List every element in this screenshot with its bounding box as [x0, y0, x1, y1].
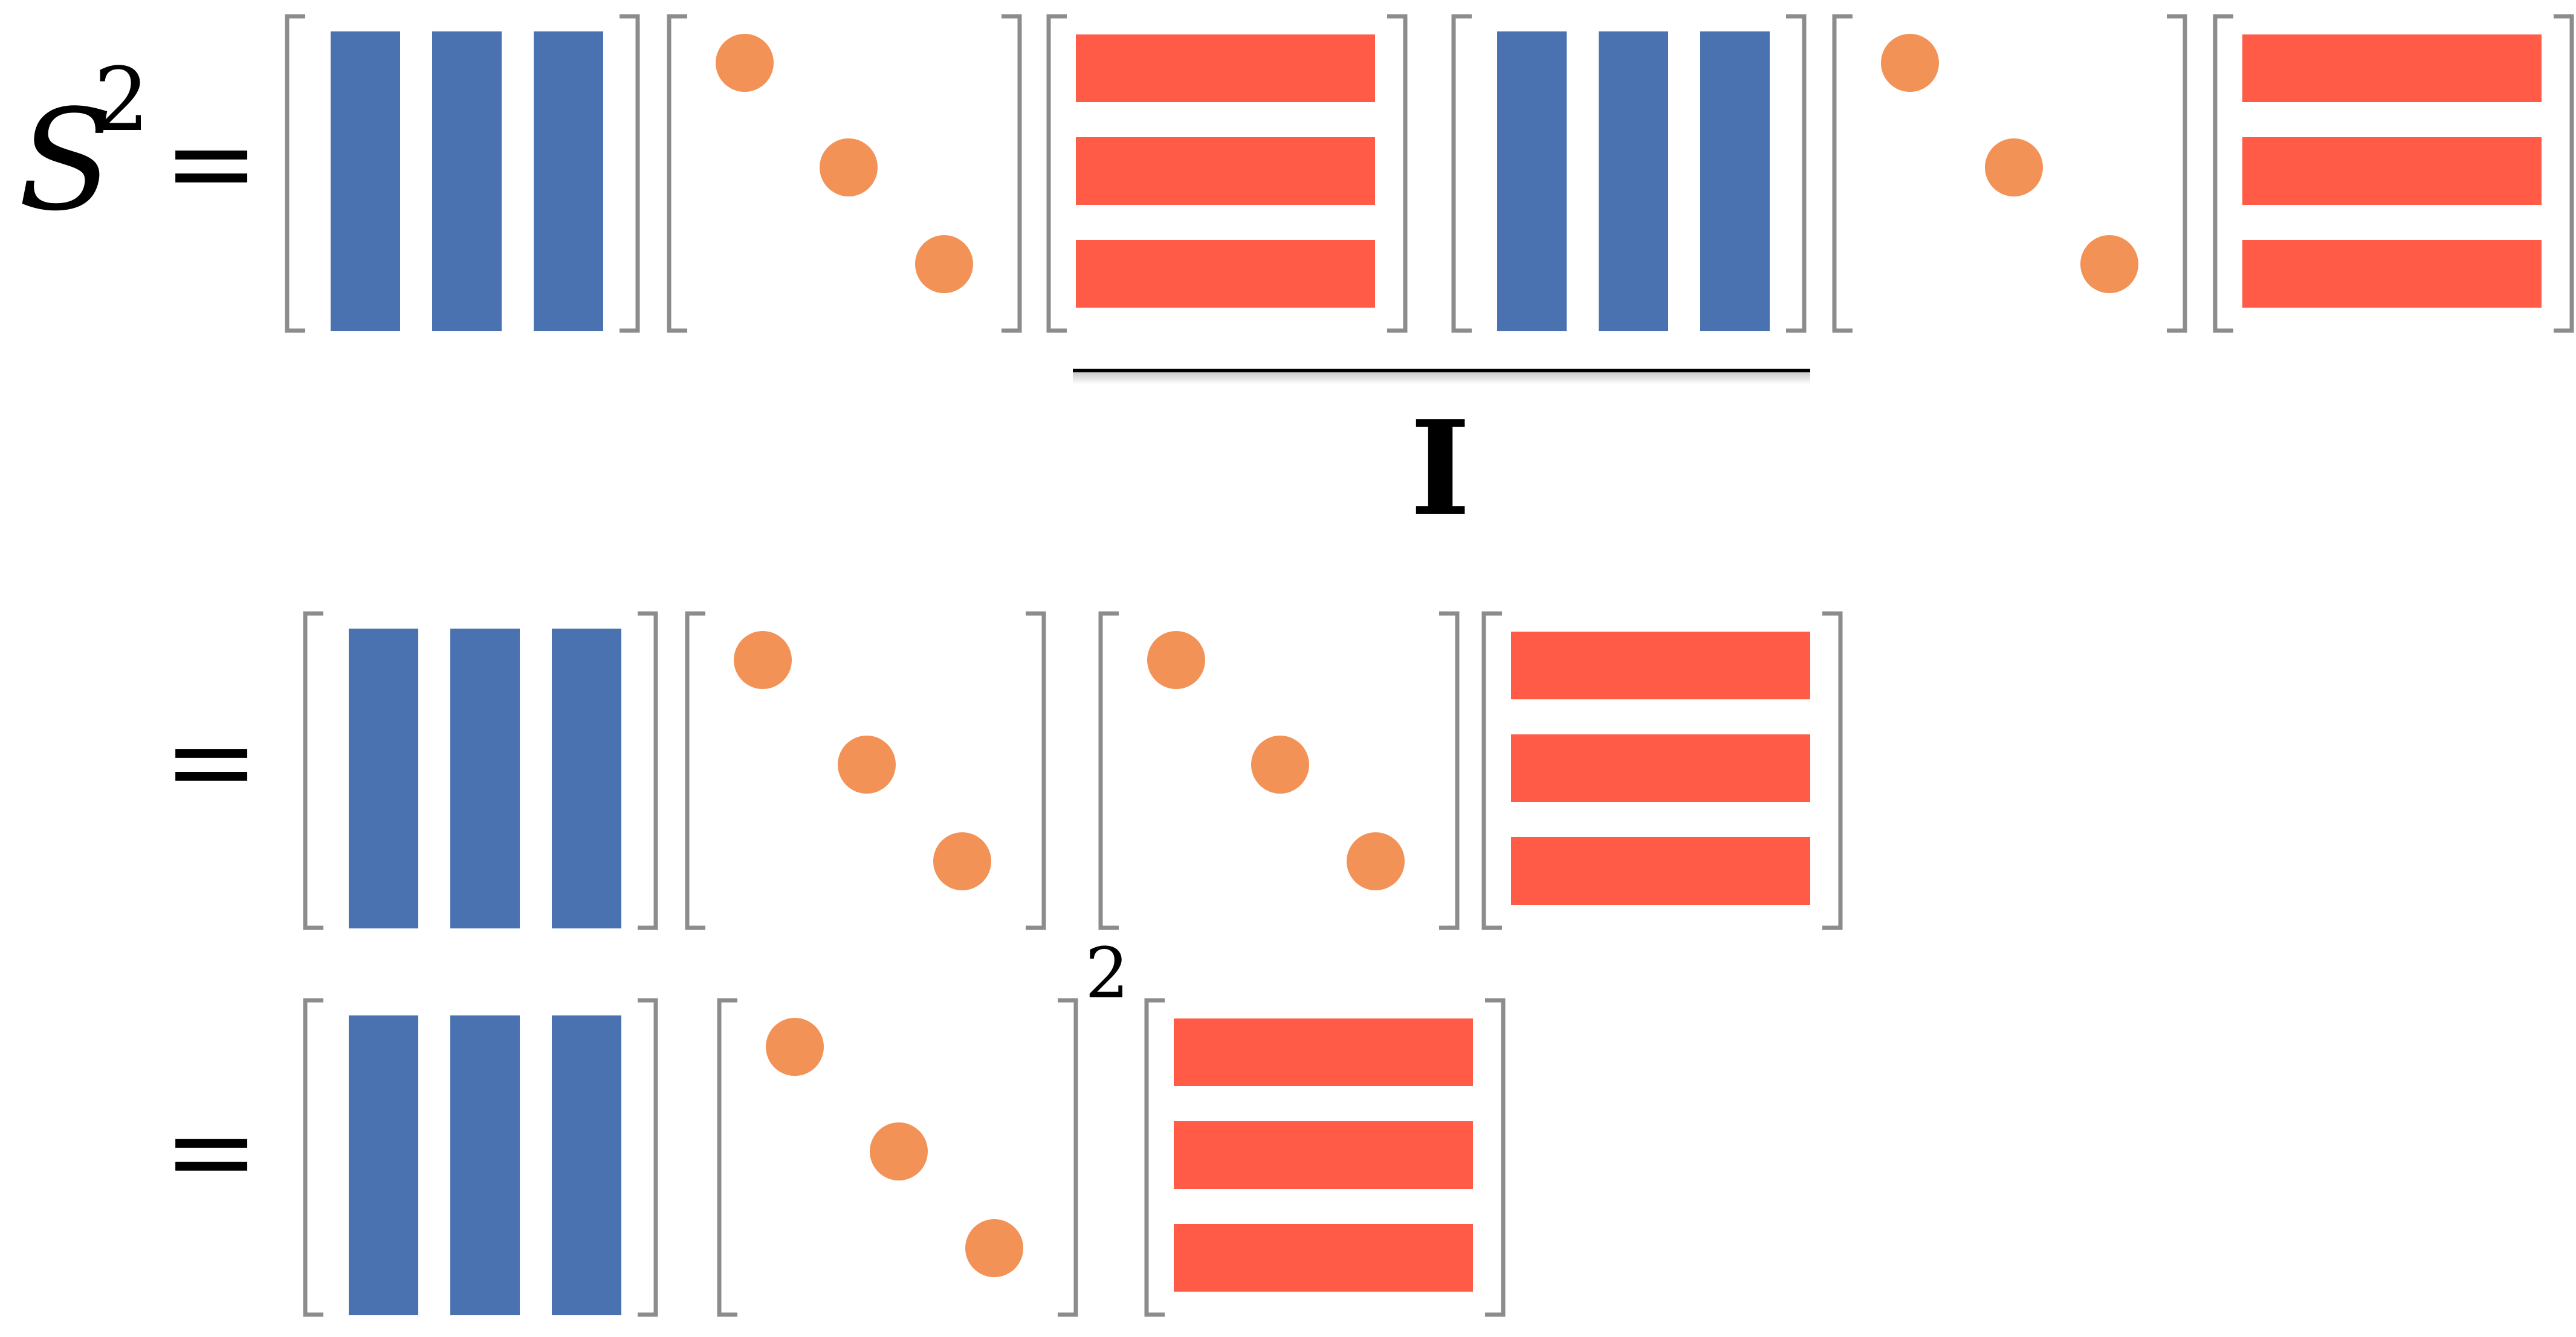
identity-group-underline	[1073, 369, 1810, 384]
d-matrix-diagonal-dot	[965, 1219, 1023, 1277]
u-matrix-column-bar	[1599, 31, 1668, 331]
v-matrix-left-bracket	[1481, 611, 1502, 930]
d-matrix-diagonal	[1098, 611, 1460, 930]
d-matrix-diagonal-dot	[734, 631, 792, 689]
u-matrix-left-bracket	[1451, 14, 1472, 333]
d-matrix-right-bracket	[1026, 611, 1046, 930]
u-matrix-column-bar	[1700, 31, 1770, 331]
d-matrix-diagonal	[717, 998, 1078, 1317]
power-exponent: 2	[1085, 933, 1129, 1014]
d-matrix-diagonal-dot	[915, 235, 973, 293]
d-matrix-left-bracket	[1832, 14, 1853, 333]
v-matrix-left-bracket	[2213, 14, 2233, 333]
v-matrix-row-vectors	[1144, 998, 1506, 1317]
d-matrix-diagonal-dot	[838, 736, 896, 794]
u-matrix-column-bar	[552, 1015, 621, 1315]
d-matrix-diagonal-dot	[870, 1122, 928, 1180]
u-matrix-column-vectors	[285, 14, 640, 333]
v-matrix-row-bar	[1511, 632, 1810, 699]
v-matrix-left-bracket	[1144, 998, 1165, 1317]
u-matrix-column-bar	[349, 629, 418, 928]
equals-sign-row1: =	[163, 96, 259, 230]
u-matrix-column-vectors	[303, 998, 658, 1317]
v-matrix-row-bar	[2242, 240, 2542, 308]
d-matrix-left-bracket	[717, 998, 737, 1317]
u-matrix-column-bar	[349, 1015, 418, 1315]
d-matrix-diagonal-dot	[1881, 34, 1939, 92]
row2-product	[303, 611, 1843, 930]
u-matrix-column-bar	[331, 31, 400, 331]
v-matrix-row-vectors	[1481, 611, 1843, 930]
row1-product	[285, 14, 2574, 333]
u-matrix-column-bar	[552, 629, 621, 928]
d-matrix-diagonal-dot	[933, 832, 991, 890]
u-matrix-left-bracket	[303, 998, 323, 1317]
v-matrix-left-bracket	[1046, 14, 1067, 333]
v-matrix-row-vectors	[2213, 14, 2574, 333]
v-matrix-row-vectors	[1046, 14, 1408, 333]
lhs-exponent: 2	[94, 49, 149, 151]
u-matrix-column-bar	[534, 31, 603, 331]
equals-sign-row2: =	[163, 694, 259, 828]
d-matrix-diagonal-dot	[1985, 138, 2043, 196]
u-matrix-left-bracket	[285, 14, 305, 333]
identity-label: I	[1410, 392, 1471, 545]
v-matrix-right-bracket	[1387, 14, 1408, 333]
d-matrix-diagonal-dot	[1251, 736, 1309, 794]
v-matrix-row-bar	[1174, 1121, 1473, 1189]
v-matrix-row-bar	[1511, 734, 1810, 802]
d-matrix-diagonal-dot	[2080, 235, 2138, 293]
d-matrix-left-bracket	[685, 611, 705, 930]
u-matrix-right-bracket	[638, 611, 658, 930]
u-matrix-left-bracket	[303, 611, 323, 930]
d-matrix-right-bracket	[1058, 998, 1078, 1317]
v-matrix-row-bar	[2242, 137, 2542, 205]
equals-sign-row3: =	[163, 1084, 259, 1218]
d-matrix-right-bracket	[1439, 611, 1460, 930]
d-matrix-diagonal-dot	[716, 34, 774, 92]
lhs-s-squared: S 2	[18, 49, 149, 242]
d-matrix-right-bracket	[1002, 14, 1022, 333]
d-matrix-diagonal-dot	[766, 1018, 824, 1076]
u-matrix-column-bar	[432, 31, 502, 331]
u-matrix-column-vectors	[303, 611, 658, 930]
u-matrix-column-bar	[450, 629, 520, 928]
v-matrix-row-bar	[1174, 1018, 1473, 1086]
v-matrix-row-bar	[1076, 34, 1375, 102]
u-matrix-column-vectors	[1451, 14, 1807, 333]
d-matrix-diagonal-dot	[820, 138, 878, 196]
v-matrix-row-bar	[1511, 837, 1810, 905]
d-matrix-diagonal	[1832, 14, 2187, 333]
u-matrix-column-bar	[1497, 31, 1567, 331]
u-matrix-right-bracket	[638, 998, 658, 1317]
d-matrix-right-bracket	[2167, 14, 2187, 333]
row3-product	[303, 998, 1506, 1317]
u-matrix-column-bar	[450, 1015, 520, 1315]
u-matrix-right-bracket	[1786, 14, 1807, 333]
d-matrix-diagonal	[667, 14, 1022, 333]
v-matrix-row-bar	[1076, 137, 1375, 205]
d-matrix-left-bracket	[667, 14, 687, 333]
lhs-symbol: S	[18, 80, 114, 242]
v-matrix-row-bar	[2242, 34, 2542, 102]
v-matrix-row-bar	[1076, 240, 1375, 308]
v-matrix-row-bar	[1174, 1224, 1473, 1292]
d-matrix-diagonal	[685, 611, 1046, 930]
v-matrix-right-bracket	[2554, 14, 2574, 333]
d-matrix-left-bracket	[1098, 611, 1119, 930]
d-matrix-diagonal-dot	[1147, 631, 1205, 689]
v-matrix-right-bracket	[1822, 611, 1843, 930]
v-matrix-right-bracket	[1485, 998, 1506, 1317]
d-matrix-diagonal-dot	[1347, 832, 1405, 890]
u-matrix-right-bracket	[620, 14, 640, 333]
